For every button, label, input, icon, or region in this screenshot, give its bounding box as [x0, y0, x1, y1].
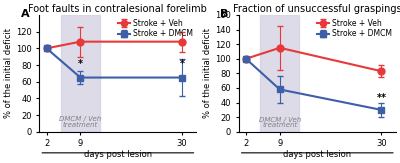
Legend: Stroke + Veh, Stroke + DMCM: Stroke + Veh, Stroke + DMCM — [318, 19, 392, 38]
Bar — [260, 15, 299, 132]
Legend: Stroke + Veh, Stroke + DMCM: Stroke + Veh, Stroke + DMCM — [118, 19, 193, 38]
X-axis label: days post lesion: days post lesion — [283, 150, 351, 159]
Text: *: * — [180, 59, 184, 69]
Title: Foot faults in contralesional forelimb: Foot faults in contralesional forelimb — [28, 4, 207, 14]
Y-axis label: % of the initial deficit: % of the initial deficit — [4, 28, 13, 118]
Text: A: A — [20, 9, 29, 19]
Text: B: B — [220, 9, 228, 19]
Text: **: ** — [376, 93, 386, 103]
Title: Fraction of unsuccessful graspings: Fraction of unsuccessful graspings — [233, 4, 400, 14]
Text: DMCM / Veh: DMCM / Veh — [59, 116, 102, 122]
Text: DMCM / Veh: DMCM / Veh — [259, 117, 301, 123]
Text: *: * — [78, 59, 83, 69]
Text: treatment: treatment — [262, 122, 298, 128]
Text: treatment: treatment — [63, 122, 98, 128]
Bar — [61, 15, 100, 132]
Y-axis label: % of the initial deficit: % of the initial deficit — [204, 28, 212, 118]
X-axis label: days post lesion: days post lesion — [84, 150, 152, 159]
